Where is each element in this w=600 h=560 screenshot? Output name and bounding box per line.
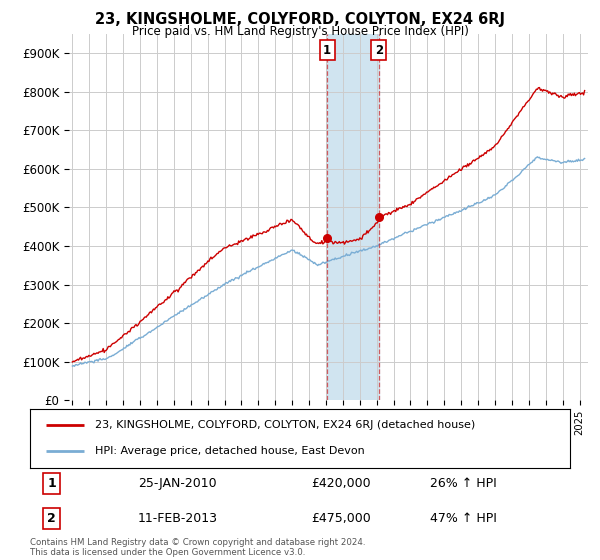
Text: 26% ↑ HPI: 26% ↑ HPI: [430, 477, 496, 490]
Text: 23, KINGSHOLME, COLYFORD, COLYTON, EX24 6RJ (detached house): 23, KINGSHOLME, COLYFORD, COLYTON, EX24 …: [95, 420, 475, 430]
Text: £420,000: £420,000: [311, 477, 370, 490]
Text: 11-FEB-2013: 11-FEB-2013: [138, 512, 218, 525]
Text: 25-JAN-2010: 25-JAN-2010: [138, 477, 217, 490]
Text: 23, KINGSHOLME, COLYFORD, COLYTON, EX24 6RJ: 23, KINGSHOLME, COLYFORD, COLYTON, EX24 …: [95, 12, 505, 27]
Text: Price paid vs. HM Land Registry's House Price Index (HPI): Price paid vs. HM Land Registry's House …: [131, 25, 469, 38]
Text: £475,000: £475,000: [311, 512, 371, 525]
Text: 1: 1: [323, 44, 331, 57]
Text: 47% ↑ HPI: 47% ↑ HPI: [430, 512, 496, 525]
Text: 1: 1: [47, 477, 56, 490]
Text: 2: 2: [374, 44, 383, 57]
Text: HPI: Average price, detached house, East Devon: HPI: Average price, detached house, East…: [95, 446, 365, 456]
Text: 2: 2: [47, 512, 56, 525]
Text: Contains HM Land Registry data © Crown copyright and database right 2024.
This d: Contains HM Land Registry data © Crown c…: [30, 538, 365, 557]
Bar: [327, 34, 379, 400]
